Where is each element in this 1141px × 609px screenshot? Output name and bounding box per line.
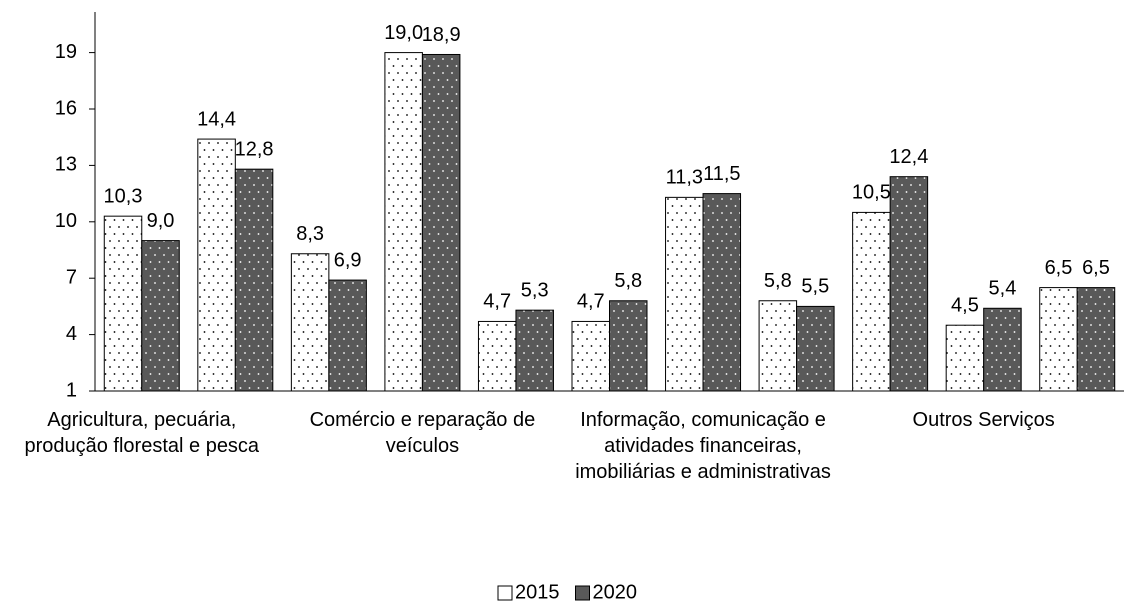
legend-swatch xyxy=(497,585,513,601)
y-tick-label: 10 xyxy=(55,210,77,232)
value-label: 10,5 xyxy=(852,182,891,204)
bar xyxy=(421,53,461,392)
bar xyxy=(852,211,891,392)
bar xyxy=(983,307,1022,392)
bar xyxy=(702,193,742,392)
value-label: 5,3 xyxy=(521,279,549,301)
value-label: 4,5 xyxy=(951,294,979,316)
x-tick-label: Outros Serviços xyxy=(912,409,1055,431)
bar xyxy=(477,320,517,392)
value-label: 5,8 xyxy=(764,270,792,292)
bar xyxy=(197,138,236,392)
y-tick-label: 16 xyxy=(55,97,77,119)
bar xyxy=(290,253,330,392)
value-label: 5,5 xyxy=(801,276,829,298)
bar xyxy=(141,240,180,392)
bar xyxy=(796,305,835,392)
value-label: 18,9 xyxy=(422,24,461,46)
bar xyxy=(328,279,367,392)
legend-swatch xyxy=(575,585,590,601)
bar xyxy=(889,176,929,392)
y-tick-label: 7 xyxy=(66,266,77,288)
value-label: 11,5 xyxy=(703,163,740,185)
value-label: 4,7 xyxy=(483,291,511,313)
value-label: 6,9 xyxy=(334,249,362,271)
bar xyxy=(945,324,985,392)
value-label: 9,0 xyxy=(147,210,175,232)
x-tick-label: Comércio e reparação de veículos xyxy=(309,409,536,457)
y-tick-label: 1 xyxy=(66,379,77,401)
value-label: 5,4 xyxy=(989,278,1017,300)
bar xyxy=(515,309,554,392)
value-label: 12,8 xyxy=(235,138,274,160)
legend-label: 2020 xyxy=(593,581,638,603)
bar xyxy=(758,300,798,392)
y-tick-label: 13 xyxy=(55,154,77,176)
value-label: 10,3 xyxy=(104,185,143,207)
value-label: 11,3 xyxy=(666,167,703,189)
value-label: 6,5 xyxy=(1045,257,1073,279)
value-label: 4,7 xyxy=(577,291,605,313)
bar xyxy=(1039,287,1078,392)
value-label: 19,0 xyxy=(384,22,423,44)
value-label: 5,8 xyxy=(614,270,642,292)
value-label: 6,5 xyxy=(1082,257,1110,279)
bar xyxy=(1076,287,1116,392)
x-tick-label: Agricultura, pecuária, produção floresta… xyxy=(24,409,260,457)
value-label: 14,4 xyxy=(197,108,236,130)
bar xyxy=(609,300,648,392)
value-label: 12,4 xyxy=(889,146,928,168)
y-tick-label: 4 xyxy=(66,323,77,345)
bar xyxy=(234,168,274,392)
value-label: 8,3 xyxy=(296,223,324,245)
bar xyxy=(665,196,704,392)
bar xyxy=(103,215,143,392)
bar xyxy=(571,320,610,392)
x-tick-label: Informação, comunicação e atividades fin… xyxy=(575,409,831,483)
legend-label: 2015 xyxy=(515,581,560,603)
y-tick-label: 19 xyxy=(55,41,77,63)
bar xyxy=(384,52,423,392)
